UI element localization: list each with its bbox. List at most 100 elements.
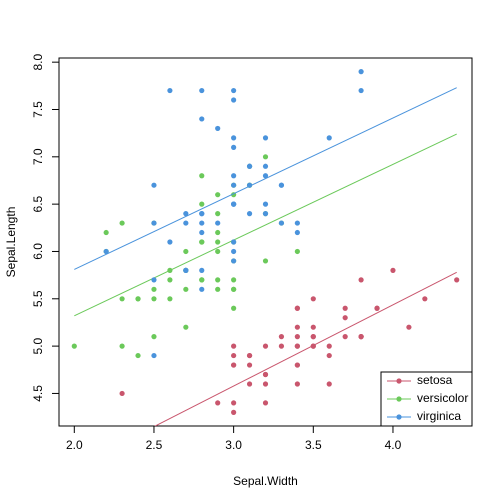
point (199, 220, 205, 226)
point (71, 343, 77, 349)
point (231, 97, 237, 103)
point (231, 258, 237, 264)
point (406, 324, 412, 330)
point (326, 343, 332, 349)
point (215, 220, 221, 226)
y-axis-label: Sepal.Length (4, 207, 18, 278)
point (215, 125, 221, 132)
point (231, 87, 237, 94)
point (199, 286, 205, 292)
point (231, 352, 237, 359)
point (199, 201, 205, 207)
point (215, 277, 221, 283)
point (262, 163, 269, 169)
point (262, 154, 269, 160)
point (119, 296, 125, 302)
point (262, 135, 269, 141)
point (262, 211, 269, 217)
point (151, 296, 157, 302)
point (262, 173, 269, 179)
point (199, 211, 205, 217)
point (151, 220, 157, 226)
point (215, 239, 221, 245)
point (231, 173, 237, 179)
plot-area (71, 69, 460, 426)
x-tick-label: 3.0 (225, 438, 242, 452)
point (231, 239, 237, 245)
point (151, 277, 157, 283)
point (215, 400, 221, 406)
point (215, 211, 221, 217)
point (294, 220, 300, 226)
point (119, 390, 125, 397)
point (294, 305, 300, 311)
point (167, 239, 173, 245)
point (310, 324, 316, 330)
point (262, 400, 269, 406)
point (278, 220, 285, 226)
trend-line (74, 87, 457, 270)
point (151, 334, 157, 340)
point (454, 277, 460, 283)
point (358, 277, 364, 283)
point (151, 286, 157, 292)
point (151, 182, 157, 188)
point (231, 135, 237, 141)
point (183, 267, 189, 273)
point (326, 135, 332, 141)
x-axis-label: Sepal.Width (233, 474, 298, 488)
point (294, 248, 300, 255)
point (262, 343, 269, 349)
point (246, 362, 253, 368)
point (262, 258, 269, 264)
y-tick-label: 7.0 (31, 148, 45, 165)
point (103, 248, 109, 255)
point (199, 87, 205, 94)
point (326, 381, 332, 387)
point (294, 229, 300, 236)
y-tick-label: 4.5 (31, 385, 45, 402)
point (183, 248, 189, 255)
point (246, 163, 253, 169)
point (342, 305, 348, 311)
point (278, 182, 285, 188)
point (119, 220, 125, 226)
point (262, 201, 269, 207)
point (199, 116, 205, 122)
point (199, 173, 205, 179)
point (231, 409, 237, 415)
point (278, 334, 285, 340)
x-tick-label: 3.5 (305, 438, 322, 452)
point (151, 352, 157, 359)
point (231, 362, 237, 368)
point (326, 352, 332, 359)
trend-line (74, 133, 457, 317)
point (294, 343, 300, 349)
point (231, 201, 237, 207)
point (294, 381, 300, 387)
point (135, 296, 141, 302)
point (390, 267, 396, 273)
y-tick-label: 6.5 (31, 195, 45, 212)
point (183, 220, 189, 226)
point (183, 324, 189, 330)
point (422, 296, 428, 302)
point (167, 277, 173, 283)
point (294, 334, 300, 340)
point (278, 343, 285, 349)
point (231, 343, 237, 349)
plot-box (58, 57, 473, 427)
point (199, 277, 205, 283)
point (246, 352, 253, 359)
point (231, 144, 237, 150)
point (262, 371, 269, 378)
point (342, 334, 348, 340)
x-tick-label: 4.0 (385, 438, 402, 452)
point (231, 305, 237, 311)
y-tick-label: 5.0 (31, 337, 45, 354)
point (358, 87, 364, 94)
point (215, 192, 221, 198)
x-tick-label: 2.5 (146, 438, 163, 452)
